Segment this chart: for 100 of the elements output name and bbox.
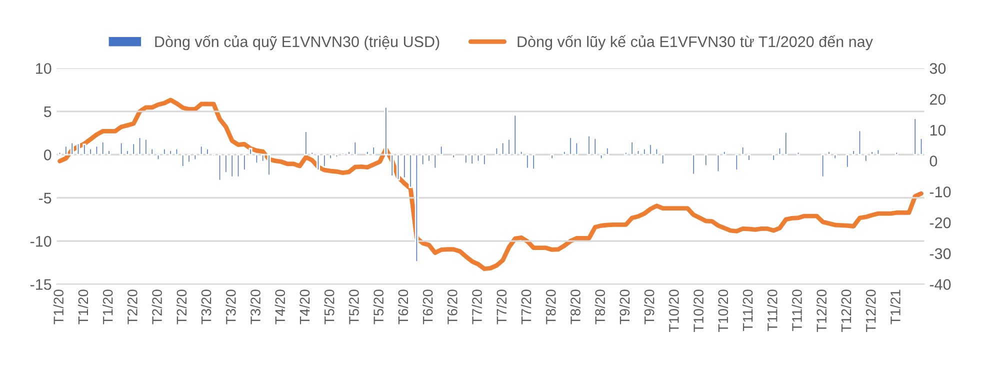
bar <box>470 154 474 165</box>
bar <box>261 154 265 162</box>
bar <box>778 147 782 156</box>
x-tick-label: T4/20 <box>274 290 286 324</box>
bar <box>532 154 536 170</box>
bar <box>304 130 308 156</box>
bar <box>624 151 628 156</box>
bar <box>396 154 400 180</box>
y-tick-label: 5 <box>44 106 52 118</box>
bar <box>507 138 511 156</box>
x-tick-label: T12/20 <box>816 290 827 332</box>
bar <box>642 148 646 156</box>
y2-tick-label: -40 <box>930 279 951 290</box>
y2-tick-label: -10 <box>930 186 951 198</box>
x-tick-label: T5/20 <box>348 290 359 324</box>
bar <box>138 136 142 156</box>
x-tick-label: T3/20 <box>250 290 260 324</box>
bar <box>550 154 554 160</box>
bar <box>734 154 738 171</box>
x-tick-label: T5/20 <box>324 290 334 324</box>
x-tick-label: T7/20 <box>520 290 532 324</box>
bar <box>494 147 498 156</box>
bar <box>846 154 850 168</box>
bar <box>452 154 456 159</box>
bar <box>784 131 788 156</box>
bar <box>366 150 370 156</box>
bar <box>242 154 246 171</box>
x-tick-label: T10/20 <box>693 290 704 332</box>
bar <box>310 151 314 156</box>
bar <box>600 154 604 160</box>
x-tick-label: T6/20 <box>422 290 433 324</box>
x-tick-label: T11/20 <box>742 290 753 332</box>
bar <box>574 142 578 156</box>
bar <box>126 150 130 156</box>
x-tick-label: T11/20 <box>792 290 802 332</box>
bar <box>593 138 597 156</box>
x-tick-label: T7/20 <box>472 290 482 324</box>
bar <box>236 154 240 178</box>
bar <box>440 145 444 156</box>
bar <box>821 154 825 178</box>
bar <box>796 151 800 156</box>
bar <box>606 147 610 156</box>
bar <box>174 148 178 156</box>
bar <box>132 142 136 156</box>
x-tick-label: T2/20 <box>176 290 187 324</box>
x-tick-label: T2/20 <box>127 290 138 324</box>
bar <box>648 144 652 156</box>
bar <box>322 154 326 168</box>
bar <box>747 154 751 162</box>
bar <box>587 134 591 156</box>
bar <box>513 114 517 156</box>
bar <box>254 154 258 164</box>
bar <box>248 148 252 156</box>
bar <box>181 154 185 168</box>
y2-tick-label: 30 <box>930 63 946 74</box>
x-tick-label: T1/20 <box>102 290 113 324</box>
bar <box>827 150 831 156</box>
x-tick-label: T6/20 <box>447 290 458 324</box>
bar <box>101 140 105 156</box>
x-tick-label: T8/20 <box>546 290 556 324</box>
bar <box>224 154 228 174</box>
bar <box>230 154 234 178</box>
x-tick-label: T11/20 <box>767 290 778 332</box>
x-tick-label: T3/20 <box>226 290 236 324</box>
bar <box>58 151 62 156</box>
bar <box>421 154 425 166</box>
y-tick-label: -5 <box>38 192 52 204</box>
bar <box>88 148 92 156</box>
bar <box>568 136 572 156</box>
bar <box>402 154 406 179</box>
bar <box>858 130 862 156</box>
legend-label: Dòng vốn của quỹ E1VNVN30 (triệu USD) <box>155 35 440 50</box>
bar <box>433 154 437 170</box>
bar <box>94 145 98 156</box>
y-tick-label: -10 <box>30 236 52 247</box>
bar <box>661 154 665 165</box>
bar <box>526 154 530 170</box>
line-series <box>58 98 924 272</box>
bar <box>150 148 154 156</box>
x-tick-label: T3/20 <box>201 290 212 324</box>
bar <box>206 148 210 156</box>
bar <box>464 154 468 164</box>
bar <box>636 150 640 156</box>
bar <box>562 150 566 156</box>
bar <box>716 154 720 173</box>
bar <box>168 150 172 156</box>
bar <box>692 154 696 176</box>
y-tick-label: -15 <box>30 279 52 290</box>
x-tick-label: T6/20 <box>398 290 408 324</box>
x-tick-label: T9/20 <box>619 290 630 324</box>
x-tick-label: T1/20 <box>53 290 64 324</box>
bar <box>144 138 148 156</box>
bar <box>913 118 917 156</box>
y2-tick-label: -30 <box>930 248 951 260</box>
bar <box>328 154 332 160</box>
x-tick-label: T1/21 <box>890 290 900 324</box>
bar <box>722 150 726 156</box>
bar <box>772 154 776 162</box>
bar <box>427 154 431 162</box>
bar <box>414 154 418 262</box>
